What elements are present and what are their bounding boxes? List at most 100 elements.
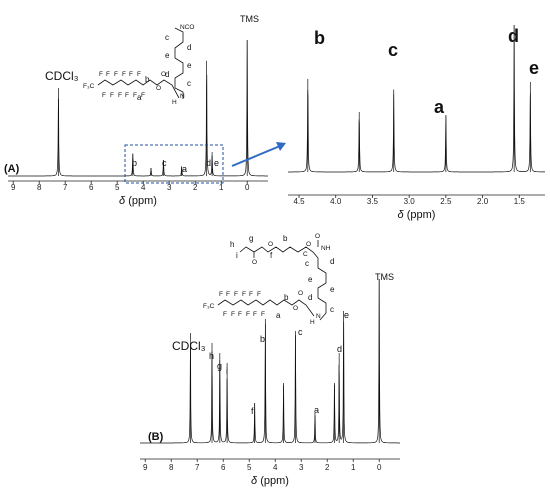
fluorine: F xyxy=(261,311,265,318)
x-axis-label: δ (ppm) xyxy=(398,209,436,221)
carbonyl-o: O xyxy=(161,71,166,78)
fluorine: F xyxy=(253,311,257,318)
panel-label: (A) xyxy=(4,163,20,175)
struct-a-label-e: e xyxy=(187,61,192,70)
x-tick-label: 0 xyxy=(245,183,250,192)
x-tick-label: 5 xyxy=(115,183,120,192)
zoom-region-box xyxy=(124,144,224,184)
x-tick-label: 4.0 xyxy=(330,197,342,206)
carbamate-c: C xyxy=(303,251,308,258)
carbonyl-o: O xyxy=(252,259,257,266)
struct-b-label-e: e xyxy=(308,275,313,284)
spectrum-trace xyxy=(140,278,400,444)
struct-b-label-f: f xyxy=(270,251,273,260)
ester-o: O xyxy=(306,241,311,248)
x-tick-label: 4 xyxy=(273,463,278,472)
peak-label: f xyxy=(251,406,254,416)
peak-label: c xyxy=(388,40,398,60)
fluorine: F xyxy=(219,291,223,298)
carbonyl-o: O xyxy=(315,233,320,240)
x-tick-label: 8 xyxy=(169,463,174,472)
peak-label: c xyxy=(298,327,303,337)
f3c-group: F₃C xyxy=(203,303,215,310)
carbonyl-o: O xyxy=(298,290,303,297)
ester-o: O xyxy=(268,241,273,248)
fluorine: F xyxy=(223,311,227,318)
struct-a-label-a: a xyxy=(137,93,142,102)
fluorine: F xyxy=(234,291,238,298)
fluorine: F xyxy=(242,291,246,298)
peak-label: e xyxy=(529,58,539,78)
struct-a-label-c: c xyxy=(187,79,191,88)
peak-label: e xyxy=(214,158,219,168)
struct-b-label-b: b xyxy=(284,293,289,302)
amine-n: N xyxy=(316,313,321,320)
peak-label: b xyxy=(314,28,325,48)
x-tick-label: 2 xyxy=(325,463,330,472)
x-tick-label: 6 xyxy=(89,183,94,192)
spectrum-trace xyxy=(288,24,545,173)
spectrum-trace xyxy=(8,39,268,177)
x-tick-label: 7 xyxy=(63,183,68,192)
peak-label: a xyxy=(314,405,319,415)
peak-label: d xyxy=(337,344,342,354)
fluorine: F xyxy=(226,291,230,298)
x-tick-label: 8 xyxy=(37,183,42,192)
struct-a-label-c: c xyxy=(165,33,169,42)
amine-n: N xyxy=(180,93,185,100)
f3c-group: F₃C xyxy=(83,83,95,90)
fluorine: F xyxy=(114,71,118,78)
peak-label: h xyxy=(209,351,214,361)
fluorine: F xyxy=(110,92,114,99)
struct-a-label-d: d xyxy=(165,70,169,79)
x-tick-label: 5 xyxy=(247,463,252,472)
zoom-arrow-head xyxy=(276,142,286,151)
struct-b-label-d: d xyxy=(308,293,312,302)
struct-a-label-b: b xyxy=(145,75,150,84)
structure-b: O NH O O O C N H O O F₃C F F F F F F F F… xyxy=(203,233,335,326)
fluorine: F xyxy=(141,92,145,99)
peak-label: b xyxy=(132,158,137,168)
fluorine: F xyxy=(106,71,110,78)
fluorine: F xyxy=(118,92,122,99)
fluorine: F xyxy=(257,291,261,298)
peak-label: TMS xyxy=(375,272,394,282)
fluorine: F xyxy=(129,71,133,78)
peak-label: i xyxy=(226,366,228,376)
x-tick-label: 9 xyxy=(143,463,148,472)
panel-label: (B) xyxy=(148,431,164,443)
peak-label: TMS xyxy=(240,14,259,24)
x-tick-label: 6 xyxy=(221,463,226,472)
fluorine: F xyxy=(125,92,129,99)
struct-b-label-c: c xyxy=(330,305,334,314)
peak-label: e xyxy=(344,310,349,320)
fluorine: F xyxy=(238,311,242,318)
struct-b-label-a: a xyxy=(276,311,281,320)
struct-b-label-i: i xyxy=(236,251,238,260)
peak-label: c xyxy=(162,158,167,168)
ester-o: O xyxy=(293,305,298,312)
x-tick-label: 4 xyxy=(141,183,146,192)
struct-b-label-h: h xyxy=(230,240,234,249)
peak-label: g xyxy=(217,361,222,371)
fluorine: F xyxy=(231,311,235,318)
struct-a-label-d: d xyxy=(187,43,191,52)
x-tick-label: 3 xyxy=(167,183,172,192)
x-tick-label: 1.5 xyxy=(514,197,526,206)
x-axis-label: δ (ppm) xyxy=(119,195,157,207)
carbamate-nh: NH xyxy=(321,245,331,252)
fluorine: F xyxy=(99,71,103,78)
peak-label: CDCl₃ xyxy=(172,339,206,353)
fluorine: F xyxy=(249,291,253,298)
peak-label: a xyxy=(434,97,445,117)
fluorine: F xyxy=(122,71,126,78)
x-tick-label: 1 xyxy=(351,463,356,472)
peak-label: CDCl₃ xyxy=(45,69,79,83)
zoom-arrow-shaft xyxy=(231,145,281,167)
x-tick-label: 3 xyxy=(299,463,304,472)
struct-b-label-c: c xyxy=(305,259,309,268)
peak-label: b xyxy=(260,334,265,344)
